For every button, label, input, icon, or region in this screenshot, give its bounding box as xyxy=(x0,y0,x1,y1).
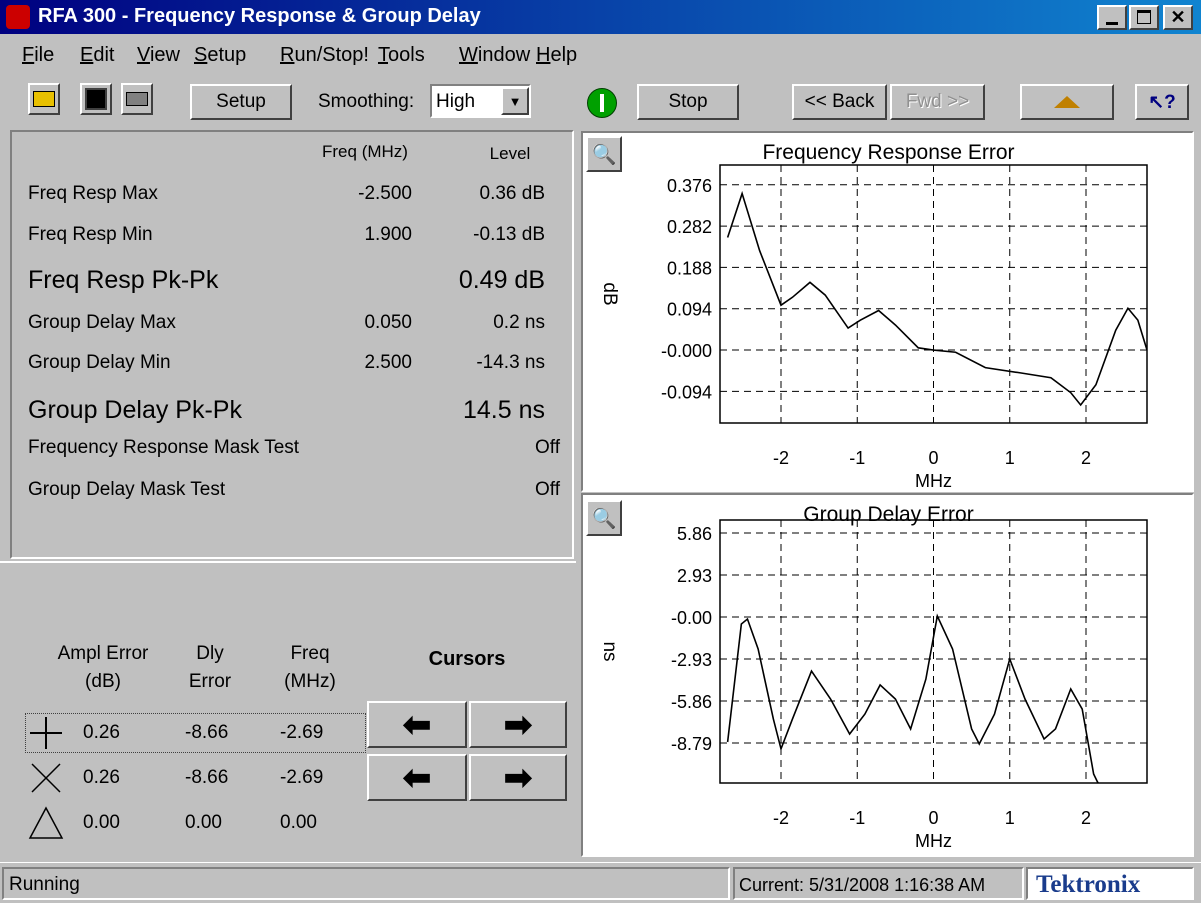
cursor-value: -8.66 xyxy=(185,722,229,743)
row-level: -0.13 dB xyxy=(473,224,545,245)
time-pane: Current: 5/31/2008 1:16:38 AM xyxy=(733,867,1024,900)
row-freq: -2.500 xyxy=(358,183,412,204)
home-button[interactable] xyxy=(1020,84,1114,120)
row-label: Freq Resp Max xyxy=(28,183,158,204)
column-header: Level xyxy=(489,144,531,163)
forward-button[interactable]: Fwd >> xyxy=(890,84,985,120)
print-button[interactable] xyxy=(121,83,153,115)
minimize-button[interactable] xyxy=(1097,5,1127,30)
cursor-value: 0.00 xyxy=(280,812,317,833)
menu-item[interactable]: Help xyxy=(536,44,578,66)
run-indicator xyxy=(587,88,617,118)
cursor2-right[interactable]: ➡ xyxy=(469,754,567,801)
menu-item[interactable]: Run/Stop! xyxy=(280,44,369,66)
cursor-focus xyxy=(25,713,366,753)
zoom-button-2[interactable]: 🔍 xyxy=(586,500,622,536)
status-bar xyxy=(0,862,1201,903)
smoothing-select[interactable]: High ▼ xyxy=(430,84,531,118)
row-label: Group Delay Mask Test xyxy=(28,479,226,500)
save-button[interactable] xyxy=(80,83,112,115)
row-level: 0.36 dB xyxy=(479,183,546,204)
row-freq: 2.500 xyxy=(364,352,412,373)
setup-button[interactable]: Setup xyxy=(190,84,292,120)
cursor2-left[interactable]: ⬅ xyxy=(367,754,467,801)
row-level: 14.5 ns xyxy=(462,396,545,424)
chart-frame-1 xyxy=(581,131,1194,492)
row-state: Off xyxy=(535,437,560,458)
cursor1-symbol-v xyxy=(45,717,47,749)
cursor-header: Error xyxy=(188,671,232,692)
row-label: Group Delay Pk-Pk xyxy=(28,396,242,424)
cursor-value: -8.66 xyxy=(185,767,229,788)
cursor-value: 0.26 xyxy=(83,767,120,788)
row-state: Off xyxy=(535,479,560,500)
app-icon xyxy=(6,5,30,29)
row-label: Group Delay Min xyxy=(28,352,171,373)
title-bar: RFA 300 - Frequency Response & Group Del… xyxy=(0,0,1201,34)
stop-button[interactable]: Stop xyxy=(637,84,739,120)
row-label: Frequency Response Mask Test xyxy=(28,437,300,458)
brand-pane: Tektronix xyxy=(1026,867,1194,900)
cursor1-right[interactable]: ➡ xyxy=(469,701,567,748)
menu-item[interactable]: Edit xyxy=(80,44,115,66)
window-title: RFA 300 - Frequency Response & Group Del… xyxy=(38,5,481,27)
row-freq: 0.050 xyxy=(364,312,412,333)
row-label: Freq Resp Pk-Pk xyxy=(28,266,219,294)
cursor-value: 0.26 xyxy=(83,722,120,743)
status-text: Running xyxy=(9,874,80,895)
close-button[interactable]: ✕ xyxy=(1163,5,1193,30)
brand-logo: Tektronix xyxy=(1036,871,1141,898)
maximize-button[interactable] xyxy=(1129,5,1159,30)
cursor-header: Freq xyxy=(290,643,330,664)
menu-item[interactable]: View xyxy=(137,44,180,66)
help-button[interactable]: ↖? xyxy=(1135,84,1189,120)
row-level: 0.2 ns xyxy=(493,312,545,333)
menu-item[interactable]: Setup xyxy=(194,44,247,66)
cursor-panel xyxy=(0,561,576,861)
column-header: Freq (MHz) xyxy=(322,142,408,161)
cursor-value: 0.00 xyxy=(83,812,120,833)
smoothing-value: High xyxy=(436,91,476,112)
zoom-button-1[interactable]: 🔍 xyxy=(586,136,622,172)
back-button[interactable]: << Back xyxy=(792,84,887,120)
cursor-header: (MHz) xyxy=(284,671,336,692)
smoothing-label: Smoothing: xyxy=(318,91,415,112)
cursor-header: (dB) xyxy=(85,671,121,692)
results-panel xyxy=(10,130,574,559)
cursor-value: 0.00 xyxy=(185,812,222,833)
menu-item[interactable]: File xyxy=(22,44,55,66)
time-text: Current: 5/31/2008 1:16:38 AM xyxy=(739,875,986,895)
cursor-header: Ampl Error xyxy=(57,643,149,664)
cursor-value: -2.69 xyxy=(280,767,324,788)
cursor-title: Cursors xyxy=(428,648,506,670)
row-label: Freq Resp Min xyxy=(28,224,153,245)
menu-item[interactable]: Tools xyxy=(378,44,425,66)
row-freq: 1.900 xyxy=(364,224,412,245)
cursor-header: Dly xyxy=(196,643,224,664)
cursor1-left[interactable]: ⬅ xyxy=(367,701,467,748)
status-pane: Running xyxy=(2,867,730,900)
row-level: -14.3 ns xyxy=(476,352,545,373)
row-level: 0.49 dB xyxy=(458,266,545,294)
cursor-value: -2.69 xyxy=(280,722,324,743)
menu-item[interactable]: Window xyxy=(459,44,531,66)
dropdown-arrow[interactable]: ▼ xyxy=(501,87,529,115)
chart-frame-2 xyxy=(581,493,1194,857)
open-button[interactable] xyxy=(28,83,60,115)
cursor-symbols xyxy=(28,763,64,839)
row-label: Group Delay Max xyxy=(28,312,176,333)
